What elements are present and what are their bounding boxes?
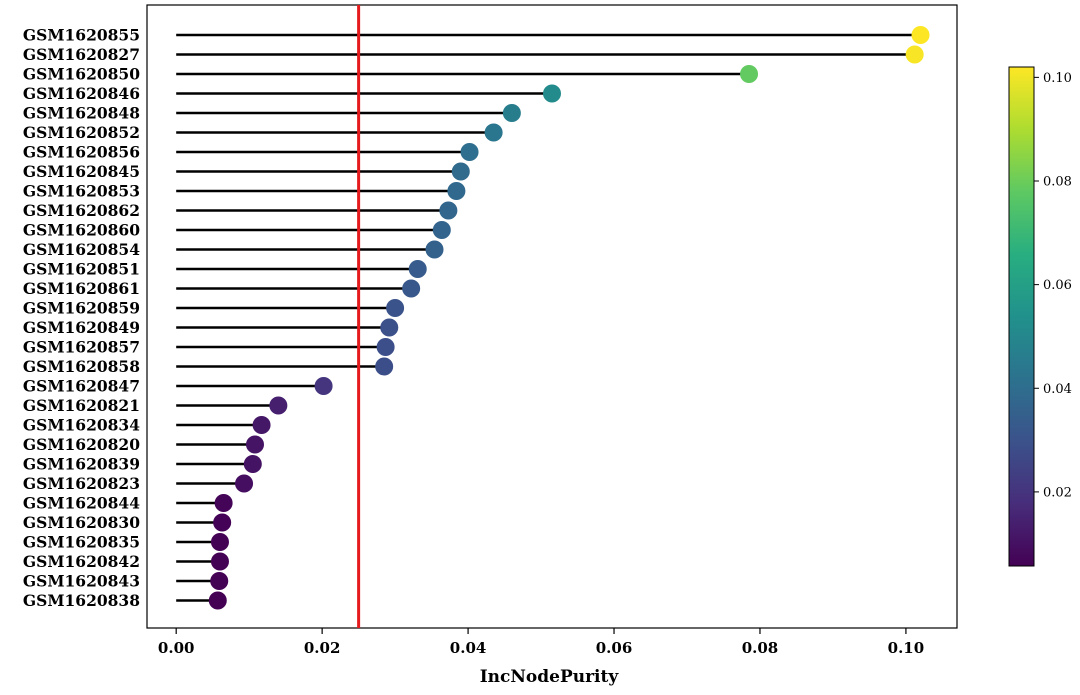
- colorbar-ticks: 0.02 0.04 0.06 0.08 0.10: [1034, 71, 1072, 500]
- y-tick-label: GSM1620849: [23, 318, 140, 337]
- x-tick-label: 0.10: [888, 639, 925, 657]
- y-tick-label: GSM1620842: [23, 552, 140, 571]
- colorbar-tick-label: 0.10: [1043, 71, 1072, 86]
- dot-GSM1620842: [210, 552, 229, 571]
- y-tick-label: GSM1620854: [23, 240, 140, 259]
- y-tick-label: GSM1620843: [23, 572, 140, 591]
- dot-GSM1620862: [439, 201, 458, 220]
- dot-GSM1620821: [269, 396, 288, 415]
- y-tick-label: GSM1620845: [23, 162, 140, 181]
- y-tick-label: GSM1620856: [23, 143, 140, 162]
- colorbar-tick-label: 0.06: [1043, 278, 1072, 293]
- dot-GSM1620843: [210, 572, 229, 590]
- y-tick-label: GSM1620860: [23, 221, 140, 240]
- dot-GSM1620853: [447, 182, 466, 200]
- y-tick-label: GSM1620827: [23, 45, 140, 64]
- dot-GSM1620848: [502, 104, 521, 122]
- dot-GSM1620854: [425, 240, 444, 259]
- y-tick-labels: GSM1620855GSM1620827GSM1620850GSM1620846…: [23, 26, 140, 611]
- dot-GSM1620860: [432, 221, 451, 239]
- y-tick-label: GSM1620850: [23, 65, 140, 84]
- dot-GSM1620830: [213, 513, 232, 532]
- dot-GSM1620859: [386, 299, 405, 317]
- y-tick-label: GSM1620857: [23, 338, 140, 357]
- dot-GSM1620820: [246, 435, 264, 454]
- colorbar-tick-label: 0.08: [1043, 174, 1072, 189]
- y-tick-label: GSM1620846: [23, 84, 140, 103]
- dot-GSM1620852: [484, 123, 503, 142]
- dot-GSM1620844: [214, 494, 233, 512]
- y-tick-label: GSM1620835: [23, 533, 140, 552]
- colorbar-tick-label: 0.02: [1043, 485, 1072, 500]
- colorbar: [1008, 66, 1035, 567]
- y-tick-label: GSM1620852: [23, 123, 140, 142]
- dot-GSM1620835: [210, 533, 229, 551]
- y-tick-label: GSM1620820: [23, 435, 140, 454]
- colorbar-tick-label: 0.04: [1043, 382, 1072, 397]
- dot-GSM1620857: [376, 338, 395, 356]
- x-tick-label: 0.02: [304, 639, 341, 657]
- dot-GSM1620861: [402, 279, 421, 298]
- y-tick-label: GSM1620839: [23, 455, 140, 474]
- y-tick-label: GSM1620859: [23, 299, 140, 318]
- dot-GSM1620849: [380, 318, 399, 337]
- y-tick-label: GSM1620855: [23, 26, 140, 45]
- y-tick-label: GSM1620861: [23, 279, 140, 298]
- y-tick-label: GSM1620847: [23, 377, 140, 396]
- y-tick-label: GSM1620851: [23, 260, 140, 279]
- y-tick-label: GSM1620848: [23, 104, 140, 123]
- y-tick-label: GSM1620834: [23, 416, 140, 435]
- stems-group: [176, 33, 921, 602]
- x-axis-ticks: 0.00 0.02 0.04 0.06 0.08 0.10: [158, 628, 924, 657]
- dot-GSM1620851: [408, 260, 427, 278]
- x-axis-label: IncNodePurity: [480, 667, 620, 687]
- dot-GSM1620827: [905, 45, 924, 64]
- y-tick-label: GSM1620862: [23, 201, 140, 220]
- plot-frame: [146, 4, 958, 629]
- dot-GSM1620834: [252, 416, 271, 434]
- y-tick-label: GSM1620823: [23, 474, 140, 493]
- x-tick-label: 0.08: [742, 639, 779, 657]
- dot-GSM1620855: [911, 26, 930, 44]
- y-tick-label: GSM1620853: [23, 182, 140, 201]
- y-tick-label: GSM1620844: [23, 494, 140, 513]
- x-tick-label: 0.06: [596, 639, 633, 657]
- y-tick-label: GSM1620838: [23, 591, 140, 610]
- y-tick-label: GSM1620858: [23, 357, 140, 376]
- y-tick-label: GSM1620821: [23, 396, 140, 415]
- dot-GSM1620838: [208, 591, 227, 610]
- dot-GSM1620845: [451, 162, 470, 181]
- dot-GSM1620856: [460, 143, 479, 161]
- dots-group: [208, 26, 930, 610]
- dot-GSM1620847: [314, 377, 333, 395]
- x-tick-label: 0.04: [450, 639, 487, 657]
- y-tick-label: GSM1620830: [23, 513, 140, 532]
- dot-GSM1620858: [375, 357, 394, 376]
- dot-GSM1620823: [235, 474, 254, 493]
- dot-GSM1620846: [543, 84, 561, 103]
- dot-GSM1620850: [740, 65, 759, 83]
- dot-GSM1620839: [243, 455, 262, 473]
- x-tick-label: 0.00: [158, 639, 195, 657]
